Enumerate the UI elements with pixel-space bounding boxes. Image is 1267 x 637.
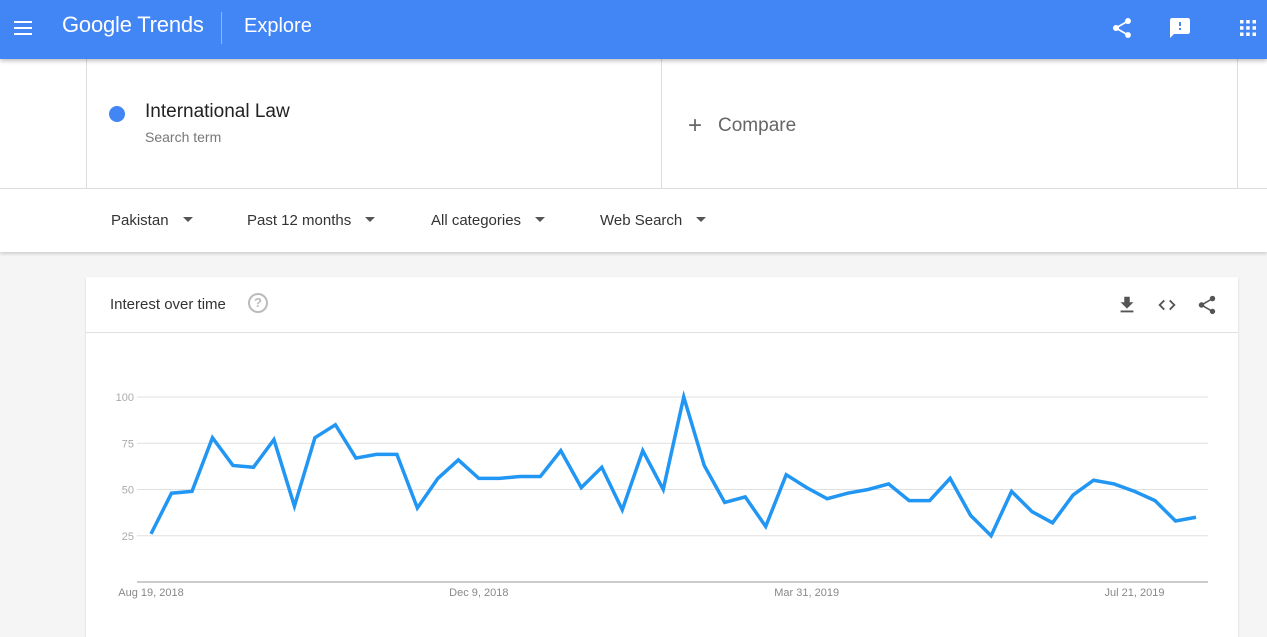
help-icon[interactable]: ?: [248, 293, 268, 313]
y-tick-label: 75: [122, 438, 134, 450]
download-icon[interactable]: [1116, 294, 1138, 316]
compare-button[interactable]: + Compare: [688, 112, 796, 140]
search-term-type: Search term: [145, 129, 222, 145]
y-tick-label: 50: [122, 485, 134, 497]
y-tick-label: 25: [122, 531, 134, 543]
time-range-dropdown[interactable]: Past 12 months: [247, 212, 375, 229]
plus-icon: +: [688, 112, 703, 139]
x-tick-label: Jul 21, 2019: [1105, 587, 1165, 599]
embed-icon[interactable]: [1156, 294, 1178, 316]
feedback-icon[interactable]: [1168, 16, 1192, 40]
category-dropdown[interactable]: All categories: [431, 212, 545, 229]
filter-bar: Pakistan Past 12 months All categories W…: [0, 188, 1267, 252]
y-tick-label: 100: [116, 392, 134, 404]
x-tick-label: Dec 9, 2018: [449, 587, 508, 599]
search-divider: [1237, 59, 1238, 188]
menu-icon[interactable]: [12, 17, 34, 39]
search-type-dropdown[interactable]: Web Search: [600, 212, 706, 229]
top-app-bar: Google Trends Explore: [0, 0, 1267, 59]
share-icon[interactable]: [1196, 294, 1218, 316]
apps-icon[interactable]: [1236, 16, 1260, 40]
google-trends-logo[interactable]: Google Trends: [62, 12, 204, 37]
share-icon[interactable]: [1110, 16, 1134, 40]
header-divider: [221, 12, 222, 44]
region-dropdown[interactable]: Pakistan: [111, 212, 193, 229]
term-color-dot: [109, 106, 125, 122]
search-term-name[interactable]: International Law: [145, 101, 290, 122]
card-header: Interest over time ?: [86, 277, 1238, 333]
page-title: Explore: [244, 15, 312, 37]
card-title: Interest over time: [110, 296, 226, 313]
x-tick-label: Aug 19, 2018: [118, 587, 183, 599]
compare-label: Compare: [718, 115, 797, 136]
series-line: [149, 390, 1197, 539]
x-tick-label: Mar 31, 2019: [774, 587, 839, 599]
search-panel: [0, 59, 1267, 188]
search-term-box[interactable]: International Law Search term: [86, 59, 662, 188]
